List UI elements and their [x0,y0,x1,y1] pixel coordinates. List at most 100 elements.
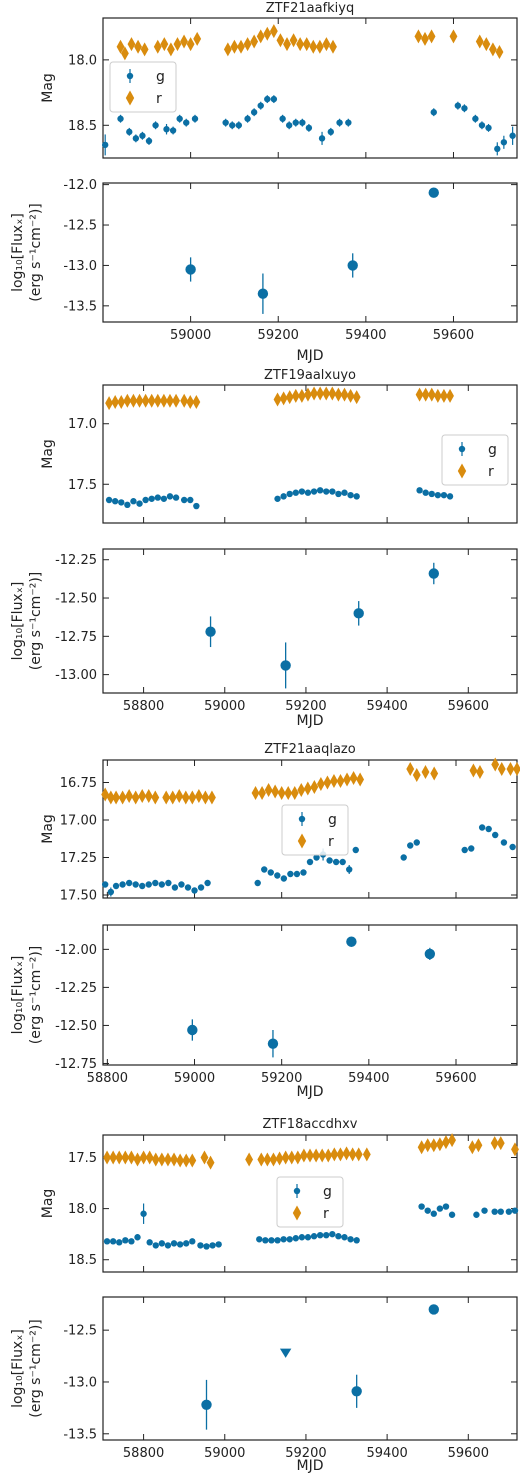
r-point [159,393,168,408]
r-point [112,790,120,805]
g-point [299,119,306,126]
r-point [290,786,299,800]
g-point [140,1210,147,1217]
g-point [197,884,205,891]
g-point [119,881,126,888]
r-point [153,393,162,408]
g-point [305,124,313,132]
r-point [421,387,430,402]
g-point [310,488,318,495]
g-point [332,858,340,866]
g-point [152,1242,159,1249]
y-tick-label: -13.5 [63,1427,97,1442]
r-point [328,386,337,401]
x-axis-label: MJD [297,1084,324,1100]
g-point [172,494,180,501]
legend: gr [109,61,177,113]
y-tick-label: -13.0 [63,1375,97,1390]
y-axis-label: log₁₀[Fluxₓ] [10,956,26,1035]
g-point [316,1231,324,1239]
legend-label-r: r [488,464,494,480]
g-point [292,119,299,126]
g-point [107,888,115,896]
axes-frame [102,384,518,524]
legend-label-g: g [323,1184,332,1200]
g-point [158,881,166,888]
x-tick-label: 58800 [87,1071,128,1086]
g-point [111,498,119,505]
r-point [329,39,337,54]
g-point [257,102,264,109]
g-point [180,496,188,504]
r-point [134,39,142,54]
r-point [257,1152,266,1167]
g-point [274,872,281,879]
r-point [309,39,318,54]
r-point [151,1152,160,1167]
r-point [263,1152,272,1167]
g-point [413,839,420,846]
x-tick-label: 59000 [204,699,245,714]
g-point [189,1238,196,1245]
y-axis-label: log₁₀[Fluxₓ] [10,213,26,292]
g-point [152,122,159,129]
g-point [176,1241,184,1248]
g-point [478,824,486,831]
g-point [184,884,192,891]
r-point [316,777,325,791]
r-point [166,42,175,57]
r-point [336,774,345,788]
g-point [509,843,516,851]
g-point [176,115,183,122]
g-point [130,498,137,505]
g-point [117,115,124,122]
g-point [154,494,161,501]
g-point [491,1208,498,1215]
g-point [352,846,359,854]
r-point [116,39,125,54]
r-point [304,387,312,402]
r-point [442,1135,450,1150]
r-point [468,1140,477,1155]
r-point [323,775,332,790]
legend: gr [276,1176,344,1228]
x-tick-label: 59600 [435,1071,476,1086]
r-point [474,1138,483,1153]
r-point [310,386,318,401]
g-point [191,115,199,122]
chart-panel-ztf19aalxuyo: ZTF19aalxuyo 17.0 17.5 Mag gr 58800 59000 59200… [10,368,518,729]
r-point [273,392,282,407]
r-point [491,757,500,772]
r-point [162,790,171,805]
r-point [188,1153,197,1168]
g-point [292,1235,299,1242]
r-point [296,37,305,52]
r-point [135,393,144,408]
g-point [101,141,109,149]
r-point [421,31,429,46]
r-point [285,390,294,405]
g-point [323,488,330,495]
r-point [141,393,150,408]
r-point [144,789,153,803]
r-point [175,789,184,803]
r-point [188,790,197,805]
g-point [336,119,343,126]
g-point [442,1203,450,1210]
r-point [243,37,252,52]
axes-frame [102,182,518,323]
x-tick-label: 58800 [123,1446,164,1461]
r-point [173,37,182,52]
r-point [200,1150,209,1165]
y-tick-label: -12.50 [55,1019,97,1034]
y-tick-label: -12.5 [63,219,97,234]
g-point [187,496,194,504]
g-point [345,119,352,126]
r-point [281,1150,290,1165]
r-point [186,394,195,409]
g-point [430,109,437,116]
r-point [406,762,415,776]
g-point [183,119,190,126]
y-tick-label: -12.5 [63,1324,97,1339]
r-point [430,766,439,781]
